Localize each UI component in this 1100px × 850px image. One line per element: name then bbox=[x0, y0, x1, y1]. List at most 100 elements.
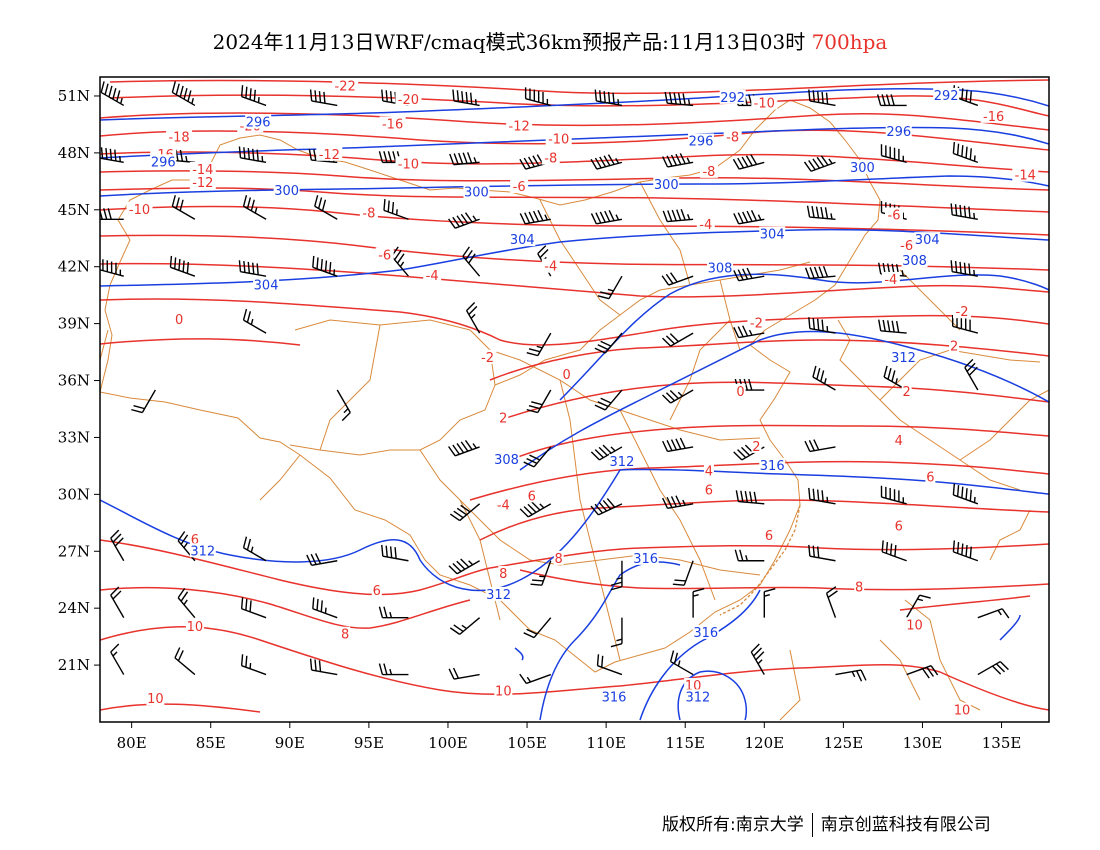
isotherm-label-bg bbox=[494, 497, 513, 512]
wind-barb bbox=[732, 154, 765, 170]
isotherm-label-bg bbox=[189, 531, 200, 546]
lon-tick-label: 85E bbox=[196, 734, 226, 752]
isotherm-label: -10 bbox=[548, 133, 569, 148]
height-label-bg bbox=[890, 349, 917, 364]
height-label: 308 bbox=[708, 262, 733, 277]
height-label: 300 bbox=[850, 161, 875, 176]
isotherm-label-bg bbox=[316, 146, 343, 161]
height-label: 292 bbox=[720, 91, 745, 106]
wind-barb bbox=[378, 663, 409, 676]
isotherm-label-bg bbox=[375, 247, 394, 262]
isotherm-label: 2 bbox=[950, 339, 958, 354]
height-label-bg bbox=[759, 457, 786, 472]
copyright-right: 南京创蓝科技有限公司 bbox=[820, 815, 991, 835]
isotherm-label: 10 bbox=[954, 704, 971, 719]
wind-barb bbox=[526, 332, 552, 357]
wind-barb bbox=[733, 325, 765, 339]
wind-barb bbox=[662, 437, 694, 453]
isotherm-label: -16 bbox=[382, 117, 403, 132]
isotherm-label-bg bbox=[545, 131, 572, 146]
isotherm-label-bg bbox=[723, 129, 742, 144]
height-label: 312 bbox=[610, 455, 635, 470]
isotherm-label-bg bbox=[699, 163, 718, 178]
wind-barb bbox=[238, 146, 267, 164]
height-label: 300 bbox=[274, 184, 299, 199]
height-label-bg bbox=[719, 89, 746, 104]
isotherm-label-bg bbox=[185, 619, 204, 634]
isotherm-label-bg bbox=[541, 258, 560, 273]
lon-tick-label: 130E bbox=[903, 734, 943, 752]
height-label-bg bbox=[901, 253, 928, 268]
isotherm-label: -6 bbox=[513, 180, 526, 195]
wind-barb bbox=[610, 617, 623, 648]
isotherm-label-bg bbox=[526, 488, 537, 503]
wind-barb bbox=[806, 205, 836, 220]
isotherm-label-bg bbox=[379, 116, 406, 131]
latitude-axis: 51N 48N 45N 42N 39N 36N 33N 30N 27N 24N 21N bbox=[58, 87, 100, 674]
lon-tick-label: 120E bbox=[745, 734, 785, 752]
isotherm-label-bg bbox=[893, 518, 904, 533]
wind-barb bbox=[177, 587, 196, 619]
wind-barb bbox=[664, 91, 694, 107]
wind-barb bbox=[594, 332, 623, 354]
wind-barb bbox=[449, 503, 481, 522]
isotherm-label-bg bbox=[494, 683, 513, 698]
isotherm-label: -12 bbox=[192, 176, 213, 191]
isotherm-label-bg bbox=[884, 207, 903, 222]
height-label-bg bbox=[885, 124, 912, 139]
isotherm-label-bg bbox=[980, 108, 1007, 123]
wind-barb bbox=[530, 560, 552, 586]
wind-barb bbox=[662, 495, 694, 510]
height-label: 312 bbox=[685, 690, 710, 705]
wind-barb bbox=[448, 212, 480, 229]
wind-barb bbox=[735, 490, 765, 505]
wind-barb bbox=[876, 94, 907, 107]
wind-barb bbox=[465, 301, 481, 334]
wind-barb bbox=[952, 483, 979, 505]
wind-barb bbox=[171, 81, 196, 107]
wind-barb bbox=[242, 308, 267, 334]
wind-barb bbox=[596, 654, 623, 676]
wind-barb bbox=[100, 208, 124, 220]
wind-barb bbox=[662, 389, 694, 404]
isotherm-label-bg bbox=[174, 311, 185, 326]
wind-barb bbox=[238, 260, 267, 277]
lon-tick-label: 110E bbox=[586, 734, 626, 752]
wind-barb bbox=[448, 439, 480, 457]
isotherm-label-bg bbox=[146, 691, 165, 706]
isotherm-label: 6 bbox=[895, 520, 903, 535]
wind-barb bbox=[240, 597, 267, 619]
isotherm-label: -10 bbox=[398, 157, 419, 172]
height-label-bg bbox=[493, 452, 520, 467]
height-label: 292 bbox=[934, 89, 959, 104]
isotherm-label: 8 bbox=[499, 567, 507, 582]
height-label-bg bbox=[245, 114, 272, 129]
wind-barb bbox=[131, 389, 156, 414]
height-label-bg bbox=[253, 277, 280, 292]
wind-barb bbox=[672, 560, 694, 586]
isotherm-label: -6 bbox=[900, 239, 913, 254]
isotherm-label: -8 bbox=[726, 131, 739, 146]
wind-barb bbox=[881, 540, 907, 562]
height-label-bg bbox=[463, 184, 490, 199]
height-label-bg bbox=[692, 624, 719, 639]
wind-barb bbox=[110, 529, 125, 562]
isotherm-label: -14 bbox=[192, 163, 213, 178]
wind-barb bbox=[523, 617, 552, 639]
isotherm-label: -4 bbox=[426, 269, 439, 284]
lon-tick-label: 125E bbox=[824, 734, 864, 752]
wind-barb bbox=[110, 586, 125, 619]
lat-tick-label: 42N bbox=[58, 258, 90, 276]
isotherm-label: -10 bbox=[754, 97, 775, 112]
isotherm-label: -12 bbox=[509, 119, 530, 134]
height-labels: 292 292 296 296 296 296 300 300 300 300 304 304 304 3… bbox=[150, 87, 960, 705]
isotherm-label-bg bbox=[949, 338, 960, 353]
wind-barb bbox=[448, 558, 480, 575]
isotherm-label: -4 bbox=[884, 273, 897, 288]
isotherm-label-bg bbox=[553, 550, 564, 565]
wind-barb bbox=[306, 553, 338, 566]
isotherm-label: 6 bbox=[765, 529, 773, 544]
isotherm-label: -6 bbox=[888, 208, 901, 223]
lat-tick-label: 27N bbox=[58, 542, 90, 560]
title-main: 2024年11月13日WRF/cmaq模式36km预报产品:11月13日03时 bbox=[212, 30, 806, 54]
